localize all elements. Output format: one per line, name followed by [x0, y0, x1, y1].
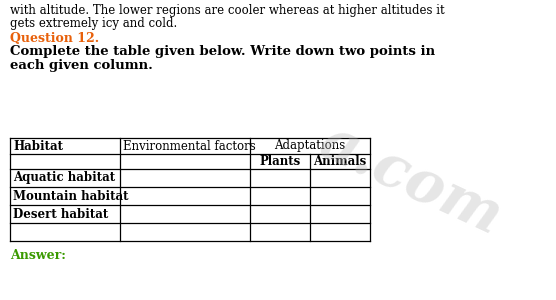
- Text: Animals: Animals: [314, 155, 366, 168]
- Text: Adaptations: Adaptations: [274, 140, 346, 152]
- Text: Answer:: Answer:: [10, 249, 66, 262]
- Text: gets extremely icy and cold.: gets extremely icy and cold.: [10, 17, 177, 30]
- Text: Habitat: Habitat: [13, 140, 63, 152]
- Text: each given column.: each given column.: [10, 59, 153, 72]
- Text: with altitude. The lower regions are cooler whereas at higher altitudes it: with altitude. The lower regions are coo…: [10, 4, 445, 17]
- Text: Question 12.: Question 12.: [10, 32, 99, 45]
- Text: Plants: Plants: [260, 155, 301, 168]
- Text: Environmental factors: Environmental factors: [123, 140, 256, 152]
- Text: Mountain habitat: Mountain habitat: [13, 190, 128, 202]
- Text: Aquatic habitat: Aquatic habitat: [13, 172, 115, 184]
- Text: Desert habitat: Desert habitat: [13, 208, 108, 220]
- Text: Complete the table given below. Write down two points in: Complete the table given below. Write do…: [10, 45, 435, 58]
- Text: a.com: a.com: [310, 113, 510, 247]
